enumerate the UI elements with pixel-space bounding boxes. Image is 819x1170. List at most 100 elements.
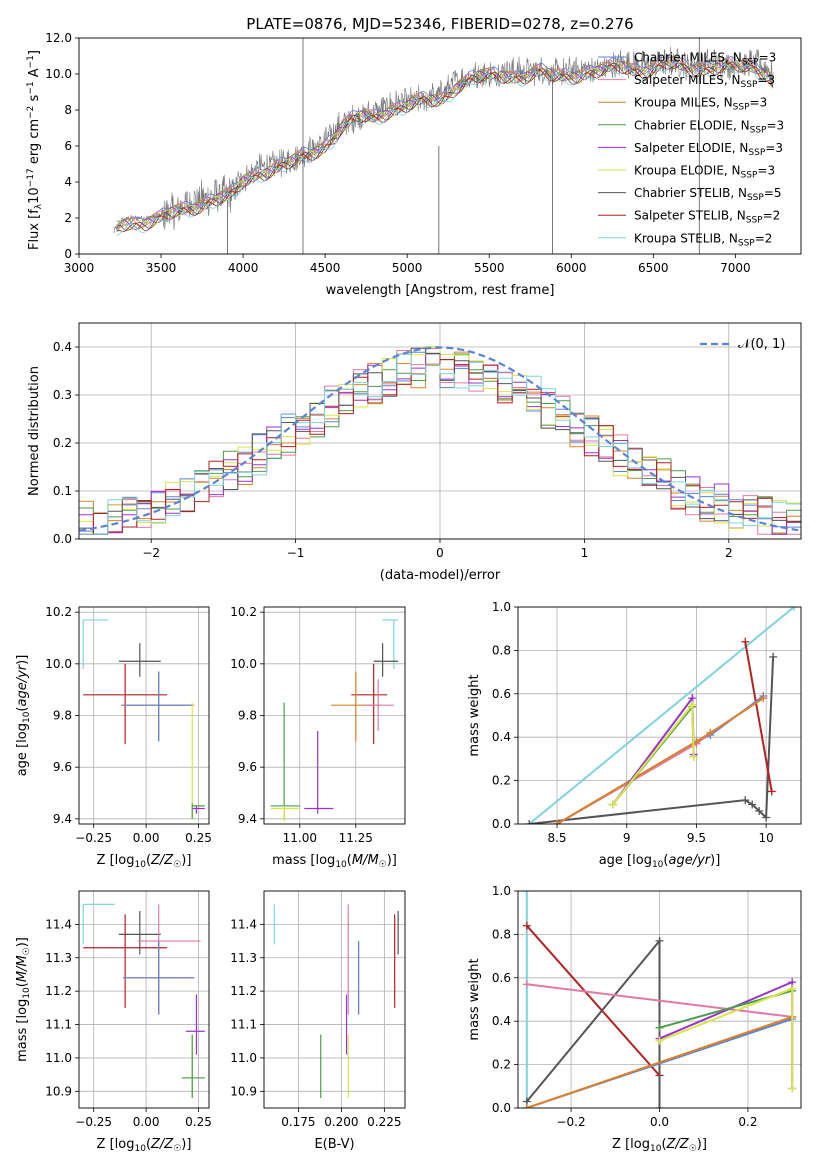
mass_vs_Z-frame <box>78 890 210 1109</box>
y-tick-label: 4 <box>64 175 72 189</box>
weight-marker <box>522 891 531 895</box>
errorbar-point <box>185 994 205 1055</box>
weight_vs_Z-axes: −0.2 0.0 0.2 0.0 0.2 0.4 0.6 0.8 1.0 <box>492 884 801 1129</box>
weight-series-line <box>528 607 795 824</box>
age_vs_Z-frame <box>78 606 210 825</box>
residuals-plot-area <box>79 346 801 535</box>
weight-series-line <box>612 701 695 806</box>
y-tick-label: 11.3 <box>230 951 257 965</box>
weight-marker <box>788 984 797 993</box>
weight-marker <box>522 921 531 930</box>
x-tick-label: −0.25 <box>75 1115 112 1129</box>
mass_vs_Z-x-label: Z [log10(Z/Z☉)] <box>97 1137 192 1154</box>
y-tick-label: 12.0 <box>45 31 72 45</box>
legend-entry: Kroupa MILES, NSSP=3 <box>634 96 767 113</box>
errorbar-point <box>192 805 205 814</box>
x-tick-label: 11.25 <box>339 831 373 845</box>
legend-entry: Salpeter MILES, NSSP=3 <box>634 73 775 90</box>
legend-entry: Salpeter ELODIE, NSSP=3 <box>634 141 783 158</box>
weight-series-line <box>526 1015 793 1108</box>
errorbar-point <box>270 702 300 819</box>
y-tick-label: 9.6 <box>238 760 257 774</box>
y-tick-label: 11.4 <box>230 917 257 931</box>
mass_vs_ebv-plot-area <box>273 904 399 1098</box>
x-tick-label: 5000 <box>392 261 423 275</box>
age_vs_Z-x-label: Z [log10(Z/Z☉)] <box>97 853 192 870</box>
y-tick-label: 0.4 <box>492 730 511 744</box>
weight-series-line <box>529 656 775 824</box>
x-tick-label: 0.2 <box>738 1115 757 1129</box>
mass_vs_Z-y-label: mass [log10(M/M☉)] <box>15 937 32 1062</box>
weight_vs_Z-frame <box>517 890 802 1109</box>
weight_vs_Z-x-label: Z [log10(Z/Z☉)] <box>612 1137 707 1154</box>
x-tick-label: 0.00 <box>133 831 160 845</box>
errorbar-point <box>181 1034 205 1098</box>
weight-marker <box>741 796 750 805</box>
errorbar-point <box>304 731 334 814</box>
y-tick-label: 11.4 <box>45 917 72 931</box>
mass_vs_ebv-x-label: E(B-V) <box>314 1137 354 1152</box>
y-tick-label: 0 <box>64 247 72 261</box>
weight-marker <box>688 700 697 709</box>
y-tick-label: 9.8 <box>238 709 257 723</box>
y-tick-label: 10.9 <box>45 1084 72 1098</box>
x-tick-label: 9 <box>623 831 631 845</box>
x-tick-label: 6500 <box>638 261 669 275</box>
legend-entry: Chabrier STELIB, NSSP=5 <box>634 186 782 203</box>
errorbar-point <box>181 1034 205 1098</box>
age_vs_mass-axes: 11.00 11.25 9.4 9.6 9.8 10.0 10.2 <box>230 605 405 845</box>
x-tick-label: 8.5 <box>547 831 566 845</box>
y-tick-label: 0.2 <box>53 436 72 450</box>
weight-marker <box>769 652 778 661</box>
errorbar-point <box>120 671 195 742</box>
x-tick-label: 3000 <box>64 261 95 275</box>
x-tick-label: 0 <box>436 546 444 560</box>
y-tick-label: 10.0 <box>45 657 72 671</box>
spectrum-model-line <box>116 59 774 231</box>
x-tick-label: −1 <box>287 546 305 560</box>
x-tick-label: 4500 <box>310 261 341 275</box>
spectrum-x-label: wavelength [Angstrom, rest frame] <box>326 283 555 298</box>
y-tick-label: 10.2 <box>45 605 72 619</box>
errorbar-point <box>137 904 201 1015</box>
y-tick-label: 0.4 <box>53 340 72 354</box>
y-tick-label: 9.8 <box>53 709 72 723</box>
legend-entry: Salpeter STELIB, NSSP=2 <box>634 209 780 226</box>
mass_vs_Z-axes: −0.25 0.00 0.25 10.9 11.0 11.1 11.2 11.3 11.4 <box>45 891 212 1129</box>
x-tick-label: 0.175 <box>281 1115 315 1129</box>
residuals-axes: −2 −1 0 1 2 0.0 0.1 0.2 0.3 0.4 <box>53 323 801 560</box>
weight-marker <box>553 820 562 824</box>
y-tick-label: 10.0 <box>230 657 257 671</box>
weight-marker <box>755 806 764 815</box>
y-tick-label: 0.4 <box>492 1014 511 1028</box>
weight-marker <box>741 637 750 646</box>
errorbar-point <box>123 941 195 1015</box>
spectrum-legend: Chabrier MILES, NSSP=3 Salpeter MILES, NS… <box>598 51 784 248</box>
x-tick-label: −2 <box>142 546 160 560</box>
x-tick-label: 5500 <box>474 261 505 275</box>
weight-series-line <box>659 980 794 1089</box>
y-tick-label: 0.0 <box>53 532 72 546</box>
errorbar-point <box>351 663 388 744</box>
gaussian-curve <box>79 346 799 532</box>
weight-series-line <box>556 697 764 824</box>
weight-series-line <box>744 641 773 792</box>
spectrum-model-line <box>116 61 774 237</box>
mass_vs_ebv-axes: 0.175 0.200 0.225 10.9 11.0 11.1 11.2 11.3 11.4 <box>230 891 405 1129</box>
spectrum-model-line <box>116 62 774 233</box>
residuals-frame <box>78 322 802 540</box>
weight_vs_Z-y-label: mass weight <box>467 958 482 1040</box>
x-tick-label: 4000 <box>228 261 259 275</box>
errorbar-point <box>364 679 394 731</box>
weight-marker <box>748 800 757 809</box>
weight_vs_age-axes: 8.5 9 9.5 10 0.0 0.2 0.4 0.6 0.8 1.0 <box>492 600 801 845</box>
histogram-step <box>79 359 801 535</box>
y-tick-label: 10.9 <box>230 1084 257 1098</box>
y-tick-label: 11.0 <box>45 1051 72 1065</box>
errorbar-point <box>83 663 168 744</box>
x-tick-label: 0.225 <box>367 1115 401 1129</box>
weight_vs_Z-plot-area <box>522 891 797 1108</box>
y-tick-label: 11.1 <box>230 1018 257 1032</box>
y-tick-label: 11.3 <box>45 951 72 965</box>
errorbar-point <box>191 803 205 819</box>
